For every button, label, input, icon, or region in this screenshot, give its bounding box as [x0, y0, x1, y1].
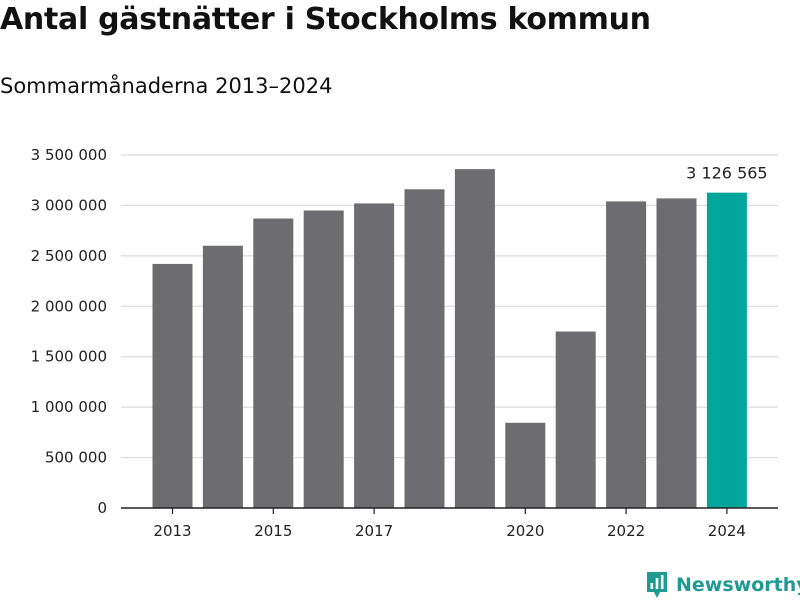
bar-2017 [354, 203, 395, 508]
annotations: 3 126 565 [686, 164, 767, 183]
y-tick-label: 2 000 000 [31, 297, 107, 315]
x-tick-label: 2017 [355, 522, 393, 540]
x-tick-label: 2015 [254, 522, 292, 540]
x-tick-label: 2024 [708, 522, 746, 540]
y-tick-label: 0 [97, 499, 107, 517]
bar-2022 [606, 201, 647, 508]
bar-2013 [152, 263, 193, 508]
y-tick-label: 3 000 000 [31, 196, 107, 214]
chart-subtitle: Sommarmånaderna 2013–2024 [0, 74, 333, 98]
bar-2024 [706, 192, 747, 509]
bar-2018 [404, 189, 445, 508]
y-tick-label: 1 000 000 [31, 398, 107, 416]
y-tick-label: 2 500 000 [31, 247, 107, 265]
bar-2019 [454, 169, 495, 508]
bar-2016 [303, 210, 344, 508]
newsworthy-logo-icon [647, 572, 667, 598]
y-tick-label: 1 500 000 [31, 348, 107, 366]
x-tick-label: 2022 [607, 522, 645, 540]
brand-name: Newsworthy [676, 574, 800, 596]
bars [121, 169, 778, 509]
bar-2023 [656, 198, 697, 508]
y-axis-ticks: 0 500 000 1 000 000 1 500 000 2 000 000 2 500… [31, 146, 107, 517]
data-label: 3 126 565 [686, 164, 767, 183]
x-tick-label: 2013 [153, 522, 191, 540]
bar-2014 [202, 245, 243, 508]
newsworthy-brand: Newsworthy [645, 570, 800, 600]
x-tick-label: 2020 [506, 522, 544, 540]
x-axis-ticks: 2013 2015 2017 2020 2022 2024 [153, 508, 746, 540]
y-tick-label: 3 500 000 [31, 146, 107, 164]
bar-2015 [253, 218, 294, 509]
bar-2021 [555, 331, 596, 508]
chart-title: Antal gästnätter i Stockholms kommun [0, 2, 651, 37]
bar-2020 [505, 422, 546, 508]
y-tick-label: 500 000 [45, 449, 107, 467]
